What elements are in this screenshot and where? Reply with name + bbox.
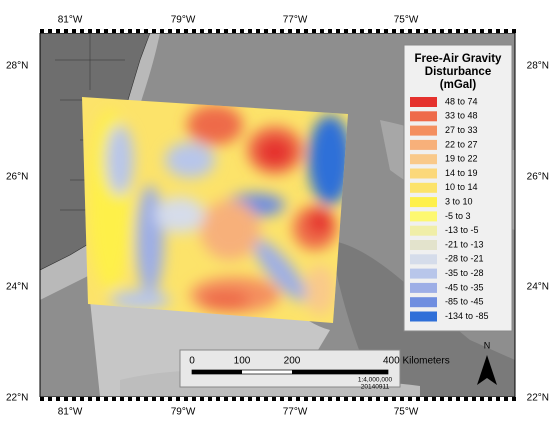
longitude-label: 77°W	[283, 407, 308, 418]
north-label: N	[484, 340, 491, 350]
scale-label: 100	[234, 356, 251, 367]
legend-label: 10 to 14	[445, 182, 478, 192]
legend-swatch	[410, 168, 437, 179]
longitude-label: 79°W	[171, 15, 196, 26]
gravity-field	[82, 97, 348, 323]
legend-swatch	[410, 254, 437, 265]
legend-swatch	[410, 211, 437, 222]
legend-label: 48 to 74	[445, 96, 478, 106]
legend-label: -28 to -21	[445, 254, 484, 264]
legend-swatch	[410, 268, 437, 279]
legend-swatch	[410, 282, 437, 293]
scale-label: 200	[284, 356, 301, 367]
legend-swatch	[410, 125, 437, 136]
legend-swatch	[410, 297, 437, 308]
longitude-label: 81°W	[58, 15, 83, 26]
legend-label: -85 to -45	[445, 297, 484, 307]
latitude-label: 24°N	[527, 282, 549, 293]
legend-title: Free-Air Gravity	[415, 53, 503, 65]
latitude-label: 22°N	[527, 393, 549, 404]
longitude-label: 77°W	[283, 15, 308, 26]
longitude-label: 75°W	[394, 15, 419, 26]
frame-border	[36, 29, 519, 33]
legend-label: 22 to 27	[445, 139, 478, 149]
longitude-label: 81°W	[58, 407, 83, 418]
latitude-label: 26°N	[527, 172, 549, 183]
scale-bar-box	[179, 349, 401, 388]
latitude-label: 26°N	[6, 172, 28, 183]
legend-label: 19 to 22	[445, 154, 478, 164]
latitude-label: 28°N	[6, 61, 28, 72]
scale-bar-segment	[192, 370, 242, 374]
legend-title: Disturbance	[425, 66, 491, 78]
legend-label: -13 to -5	[445, 225, 479, 235]
legend-swatch	[410, 111, 437, 122]
legend-title: (mGal)	[440, 79, 477, 91]
legend-label: 27 to 33	[445, 125, 478, 135]
legend-swatch	[410, 154, 437, 165]
legend-label: 3 to 10	[445, 196, 473, 206]
legend-swatch	[410, 225, 437, 236]
legend-label: -5 to 3	[445, 211, 471, 221]
legend-label: -45 to -35	[445, 282, 484, 292]
legend-label: 33 to 48	[445, 111, 478, 121]
latitude-label: 28°N	[527, 61, 549, 72]
scale-label: 400 Kilometers	[383, 356, 450, 367]
legend-label: 14 to 19	[445, 168, 478, 178]
latitude-label: 24°N	[6, 282, 28, 293]
legend-swatch	[410, 97, 437, 107]
longitude-label: 79°W	[171, 407, 196, 418]
latitude-label: 22°N	[6, 393, 28, 404]
scale-bar-segment	[292, 370, 388, 374]
legend-swatch	[410, 240, 437, 250]
scale-ratio: 1:4,000,000	[358, 377, 393, 384]
longitude-label: 75°W	[394, 407, 419, 418]
frame-border	[36, 397, 519, 401]
legend-label: -21 to -13	[445, 239, 484, 249]
scale-date: 20140911	[361, 384, 390, 391]
legend-swatch	[410, 139, 437, 150]
legend-swatch	[410, 197, 437, 208]
legend-swatch	[410, 182, 437, 193]
north-arrow	[477, 355, 497, 385]
legend-label: -134 to -85	[445, 311, 489, 321]
legend-label: -35 to -28	[445, 268, 484, 278]
legend-swatch	[410, 311, 437, 322]
scale-label: 0	[189, 356, 195, 367]
